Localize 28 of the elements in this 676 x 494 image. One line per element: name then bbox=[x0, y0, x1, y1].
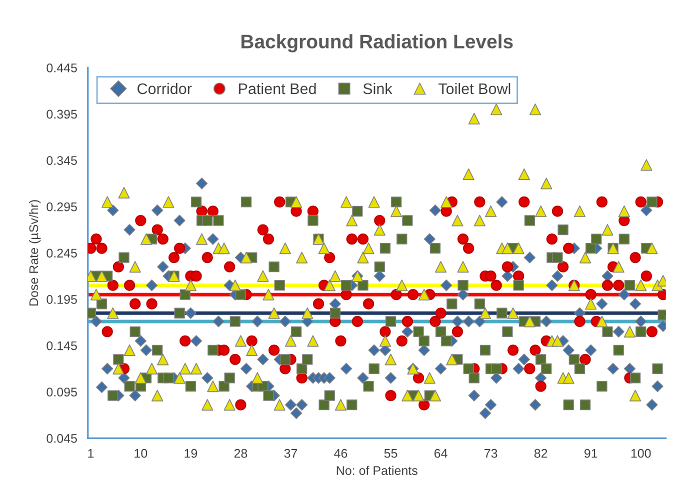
x-tick-label: 10 bbox=[134, 448, 148, 458]
x-tick-label: 19 bbox=[184, 448, 198, 458]
x-tick-label: 73 bbox=[484, 448, 498, 458]
y-tick-label: 0.045 bbox=[46, 434, 77, 443]
y-tick-label: 0.445 bbox=[46, 63, 77, 72]
x-tick-label: 100 bbox=[631, 448, 651, 458]
y-tick-label: 0.395 bbox=[46, 110, 77, 119]
x-tick-label: 37 bbox=[284, 448, 298, 458]
x-tick-label: 28 bbox=[234, 448, 248, 458]
legend-label: Sink bbox=[363, 82, 392, 94]
y-tick-label: 0.295 bbox=[46, 202, 77, 212]
legend-label: Toilet Bowl bbox=[438, 82, 510, 94]
y-tick-label: 0.095 bbox=[46, 388, 77, 397]
legend-label: Corridor bbox=[138, 82, 192, 94]
y-tick-label: 0.245 bbox=[46, 248, 77, 258]
x-tick-label: 82 bbox=[534, 448, 548, 458]
y-tick-label: 0.345 bbox=[46, 156, 77, 165]
y-axis-title: Dose Rate (µSv/hr) bbox=[28, 200, 41, 306]
y-tick-label: 0.195 bbox=[46, 295, 77, 304]
x-axis-title: No: of Patients bbox=[336, 466, 418, 475]
x-tick-label: 64 bbox=[434, 448, 448, 458]
x-tick-label: 1 bbox=[88, 449, 94, 458]
x-tick-label: 46 bbox=[334, 448, 348, 458]
y-tick-label: 0.145 bbox=[46, 341, 77, 350]
legend-label: Patient Bed bbox=[239, 82, 316, 94]
chart-title: Background Radiation Levels bbox=[242, 34, 513, 52]
x-tick-label: 55 bbox=[384, 449, 398, 458]
x-tick-label: 91 bbox=[584, 448, 598, 458]
